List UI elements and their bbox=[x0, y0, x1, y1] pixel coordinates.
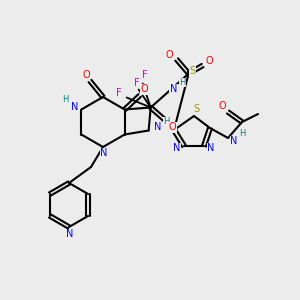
Text: O: O bbox=[166, 50, 173, 59]
Text: O: O bbox=[218, 101, 226, 111]
Text: N: N bbox=[173, 143, 181, 153]
Text: N: N bbox=[66, 229, 74, 239]
Text: F: F bbox=[142, 70, 148, 80]
Text: N: N bbox=[100, 148, 108, 158]
Text: H: H bbox=[164, 117, 170, 126]
Text: N: N bbox=[230, 136, 238, 146]
Text: N: N bbox=[170, 85, 177, 94]
Text: N: N bbox=[154, 122, 161, 133]
Text: F: F bbox=[134, 77, 140, 88]
Text: H: H bbox=[239, 130, 245, 139]
Text: O: O bbox=[169, 122, 176, 133]
Text: S: S bbox=[193, 104, 199, 114]
Text: O: O bbox=[82, 70, 90, 80]
Text: F: F bbox=[116, 88, 122, 98]
Text: N: N bbox=[71, 101, 78, 112]
Text: O: O bbox=[141, 85, 148, 94]
Text: S: S bbox=[190, 67, 196, 76]
Text: N: N bbox=[207, 143, 215, 153]
Text: H: H bbox=[179, 78, 186, 87]
Text: H: H bbox=[62, 95, 68, 104]
Text: O: O bbox=[206, 56, 214, 67]
